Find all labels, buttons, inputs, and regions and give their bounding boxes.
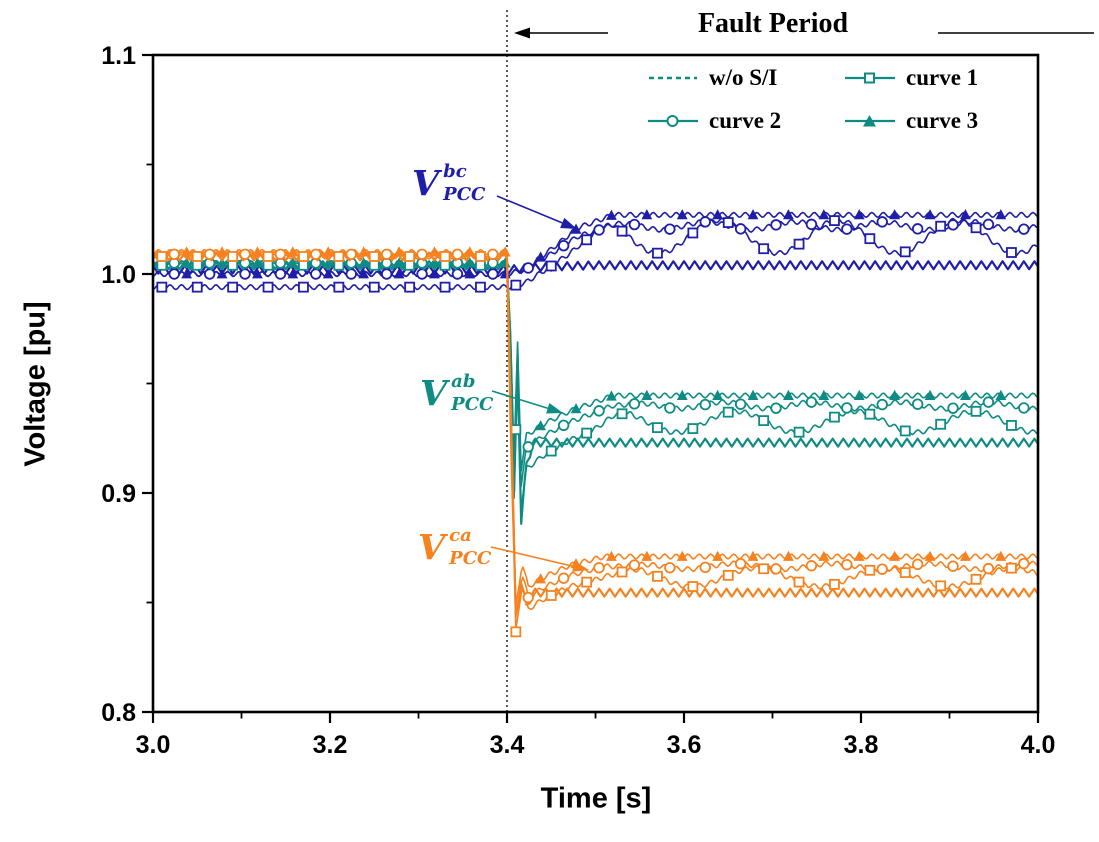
curves-layer <box>153 209 1038 638</box>
vpcc-arrow-ab <box>491 390 563 414</box>
legend-label: curve 1 <box>906 64 979 90</box>
x-tick-label: 3.6 <box>667 731 702 759</box>
legend-label: curve 2 <box>709 107 782 133</box>
markers-vpcc_bc-square <box>156 215 1017 293</box>
y-axis-title: Voltage [pu] <box>19 301 52 467</box>
curve-vpcc_ab-curve-2 <box>153 259 1038 487</box>
fault-period-left-arrow <box>514 27 608 39</box>
legend-label: curve 3 <box>906 107 979 133</box>
curve-vpcc_ab-curve-3 <box>153 259 1038 472</box>
markers-vpcc_ab-square <box>156 259 1017 457</box>
vpcc-superscript: ca <box>449 525 472 546</box>
legend-item-curve3: curve 3 <box>843 99 1040 142</box>
x-axis-title: Time [s] <box>540 782 652 815</box>
x-tick-label: 3.4 <box>490 731 525 759</box>
curve-vpcc_ab-w-o-s-i <box>153 260 1038 525</box>
x-tick-label: 4.0 <box>1021 731 1056 759</box>
vpcc-ab-label: V ab PCC <box>420 371 494 417</box>
legend-item-curve1: curve 1 <box>843 56 1040 99</box>
vpcc-arrow-bc <box>496 195 577 229</box>
y-tick-label: 1.1 <box>101 42 136 70</box>
x-tick-label: 3.2 <box>313 731 348 759</box>
vpcc-bc-label: V bc PCC <box>412 161 486 207</box>
curve-vpcc_ab-curve-1 <box>153 261 1038 512</box>
curve-vpcc_bc-curve-3 <box>153 211 1038 278</box>
markers-vpcc_ca-square <box>156 251 1017 638</box>
vpcc-arrow-ca <box>490 546 589 572</box>
vpcc-subscript: PCC <box>449 548 492 570</box>
vpcc-symbol: V <box>420 373 448 414</box>
y-tick-label: 0.8 <box>101 699 136 727</box>
legend-item-wo-si: w/o S/I <box>646 56 843 99</box>
vpcc-ca-label: V ca PCC <box>418 525 492 571</box>
markers-vpcc_ca-circle <box>168 248 1030 604</box>
plot-frame <box>151 53 1040 714</box>
square-marker-icon <box>845 72 895 83</box>
vpcc-symbol: V <box>412 163 440 204</box>
vpcc-subscript: PCC <box>443 184 486 206</box>
legend-item-curve2: curve 2 <box>646 99 843 142</box>
circle-marker-icon <box>648 114 698 127</box>
vpcc-symbol: V <box>418 527 446 568</box>
markers-vpcc_bc-circle <box>168 216 1030 280</box>
x-tick-label: 3.0 <box>136 731 171 759</box>
axis-ticks: 3.0 3.2 3.4 3.6 3.8 4.0 0.8 0.9 1.0 1.1 <box>101 42 1055 759</box>
legend: w/o S/I curve 1 curve 2 curve 3 <box>646 56 1040 142</box>
dashed-line-icon <box>649 76 697 79</box>
markers-vpcc_ca-triangle <box>181 246 1007 584</box>
vpcc-superscript: bc <box>443 161 467 182</box>
triangle-marker-icon <box>845 114 895 126</box>
markers-vpcc_ab-triangle <box>181 257 1007 431</box>
vpcc-subscript: PCC <box>451 394 494 416</box>
legend-label: w/o S/I <box>709 64 778 90</box>
vpcc-superscript: ab <box>451 371 476 392</box>
y-tick-label: 0.9 <box>101 480 136 508</box>
y-tick-label: 1.0 <box>101 261 136 289</box>
fault-period-label: Fault Period <box>697 8 849 39</box>
x-tick-label: 3.8 <box>844 731 879 759</box>
